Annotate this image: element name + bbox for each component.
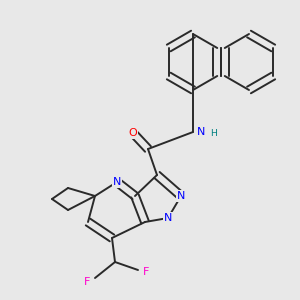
Text: N: N (164, 213, 172, 223)
Text: F: F (143, 267, 149, 277)
Text: H: H (211, 130, 218, 139)
Text: O: O (129, 128, 137, 138)
Text: N: N (177, 191, 185, 201)
Text: N: N (197, 127, 205, 137)
Text: F: F (84, 277, 90, 287)
Text: N: N (113, 177, 121, 187)
